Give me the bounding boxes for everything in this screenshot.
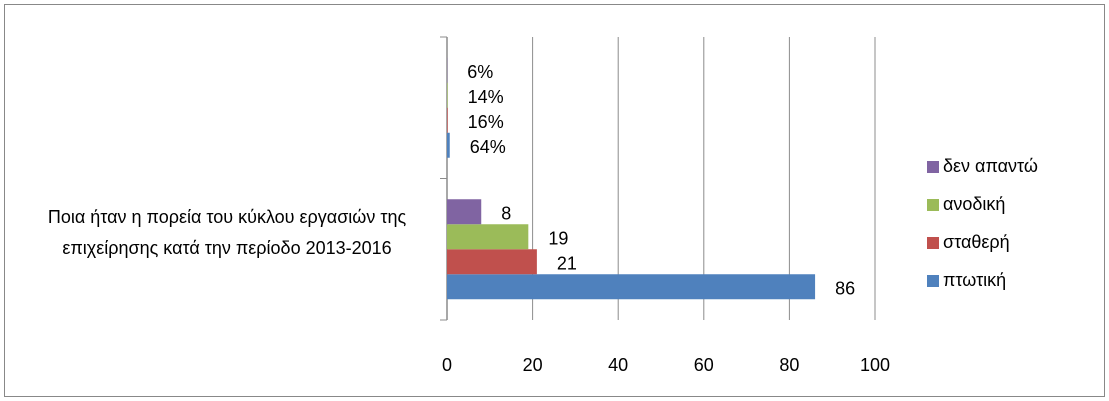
- data-label: 16%: [468, 112, 504, 132]
- legend-label: δεν απαντώ: [943, 156, 1038, 176]
- data-label: 21: [557, 254, 577, 274]
- bar: [447, 82, 448, 108]
- legend-swatch: [927, 275, 939, 287]
- data-label: 8: [501, 204, 511, 224]
- data-label: 6%: [467, 62, 493, 82]
- chart-border: [4, 4, 1105, 397]
- legend-label: ανοδική: [943, 194, 1005, 214]
- legend-swatch: [927, 237, 939, 249]
- x-tick-label: 100: [860, 355, 890, 375]
- bar: [447, 132, 450, 158]
- data-label: 86: [835, 279, 855, 299]
- legend-swatch: [927, 161, 939, 173]
- bar: [447, 224, 529, 250]
- legend-swatch: [927, 199, 939, 211]
- legend-label: σταθερή: [943, 232, 1010, 252]
- legend-label: πτωτική: [943, 270, 1006, 290]
- x-tick-label: 0: [442, 355, 452, 375]
- data-label: 64%: [470, 137, 506, 157]
- bar: [447, 199, 482, 225]
- x-tick-label: 80: [779, 355, 799, 375]
- bar: [447, 107, 448, 133]
- bar: [447, 274, 816, 300]
- x-tick-label: 20: [523, 355, 543, 375]
- y-tick-label: Ποια ήταν η πορεία του κύκλου εργασιών τ…: [47, 207, 407, 259]
- bar: [447, 249, 537, 275]
- data-label: 14%: [468, 87, 504, 107]
- x-tick-label: 40: [608, 355, 628, 375]
- data-label: 19: [548, 229, 568, 249]
- x-tick-label: 60: [694, 355, 714, 375]
